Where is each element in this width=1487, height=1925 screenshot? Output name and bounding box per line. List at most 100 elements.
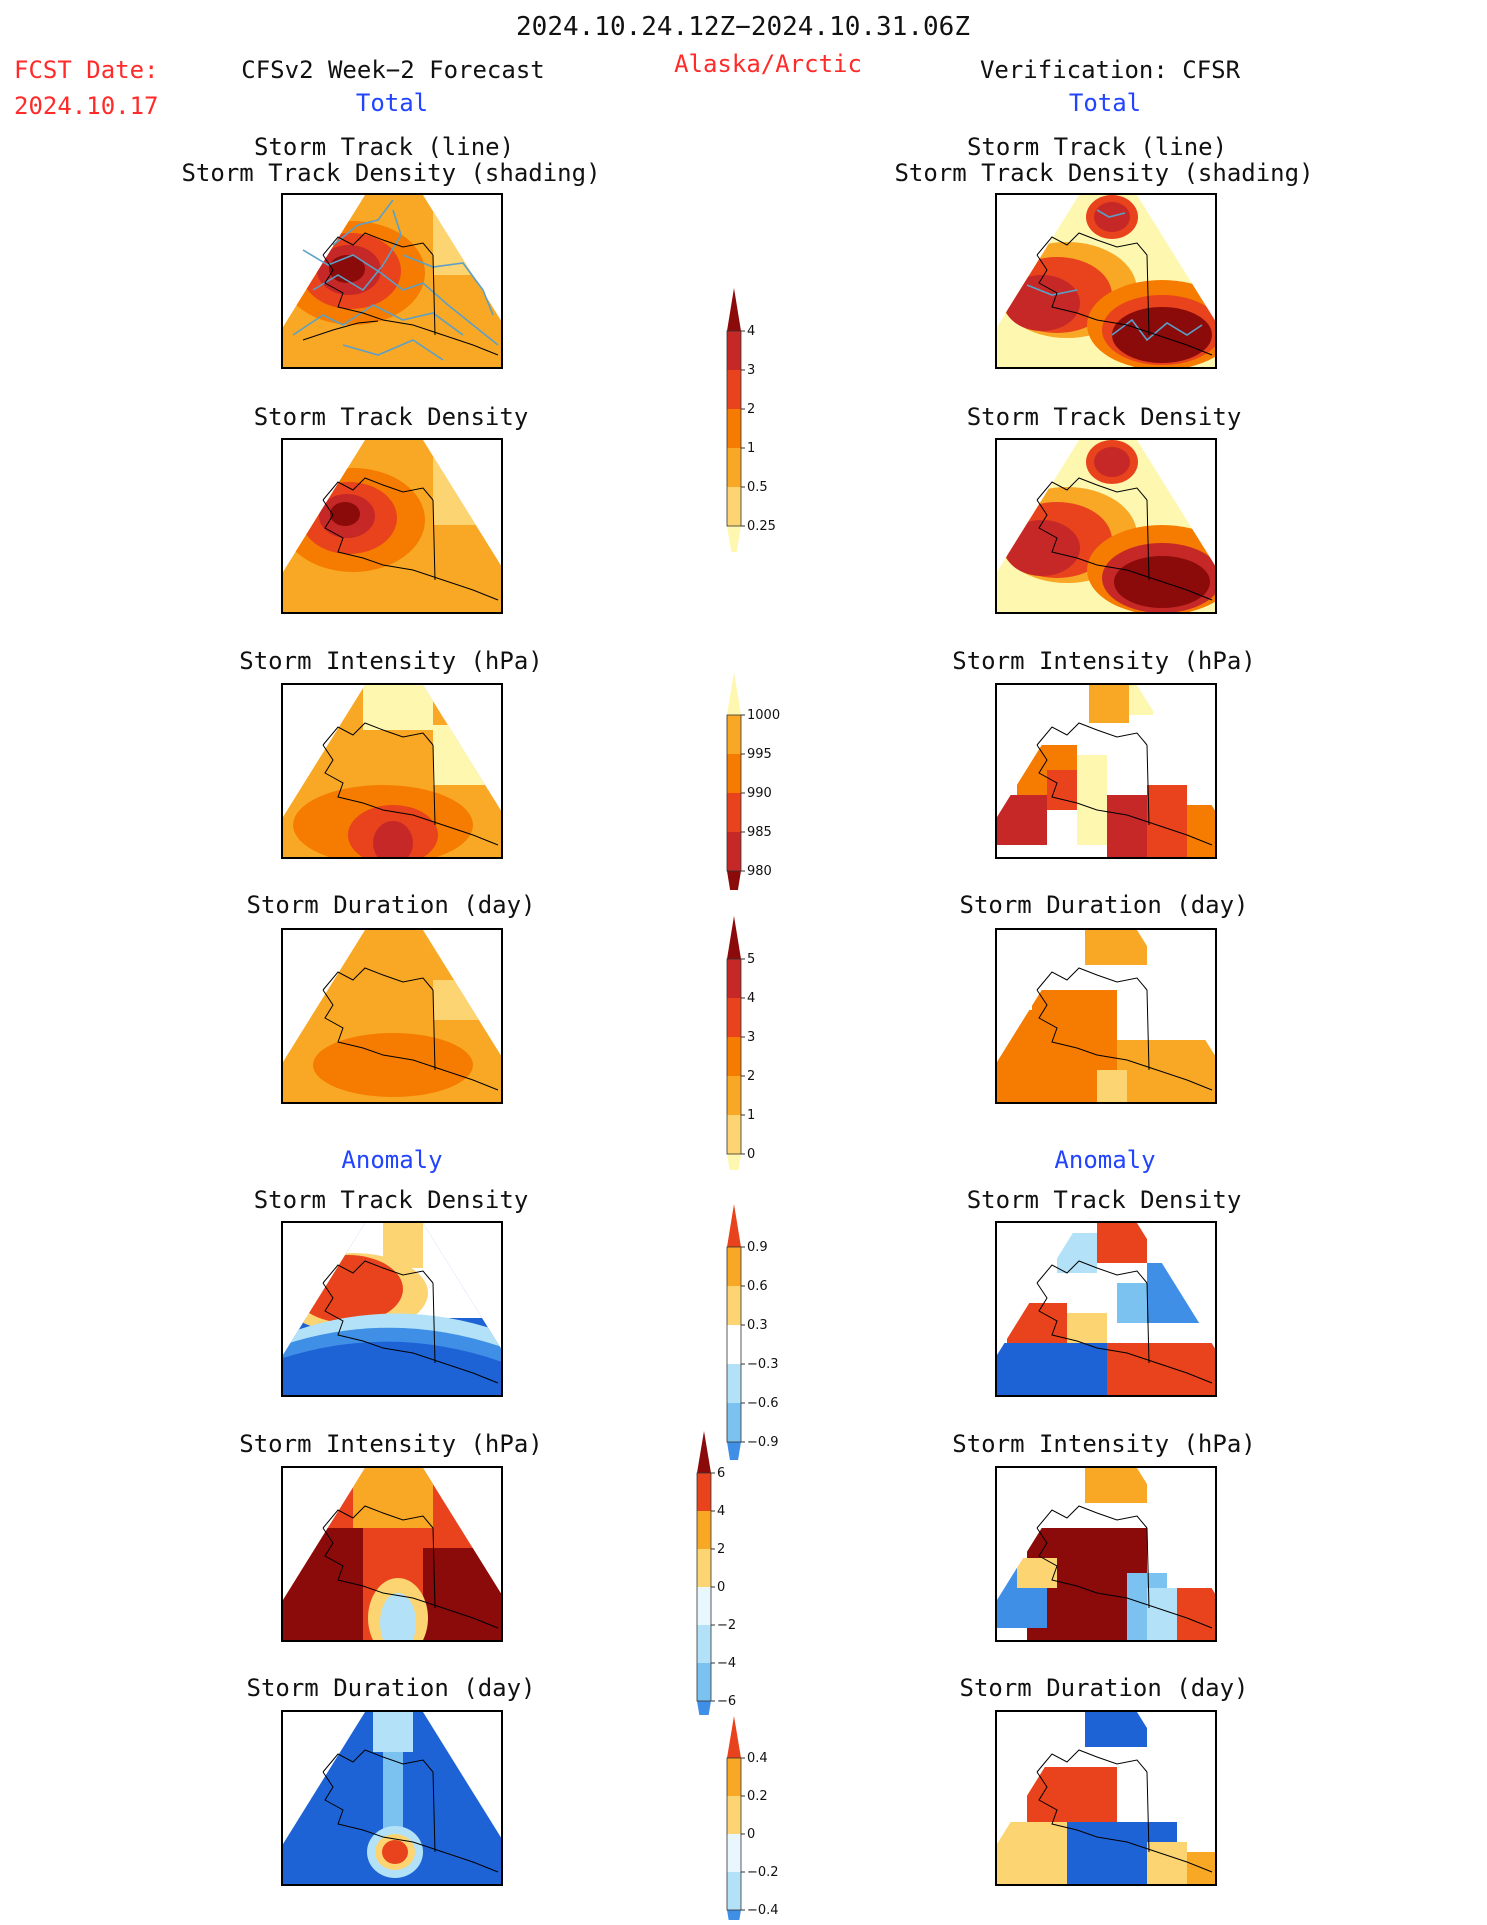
title-right-anom-duration: Storm Duration (day) (959, 1674, 1249, 1702)
colorbar-segment (727, 1154, 741, 1170)
colorbar-tick-label: 4 (747, 991, 755, 1006)
colorbar-segment (727, 832, 741, 871)
colorbar-tick-label: 990 (747, 786, 772, 801)
colorbar-intensity: 1000 995 990 985 980 (726, 672, 780, 890)
colorbar-tick-label: −0.4 (747, 1903, 779, 1918)
fcst-date: 2024.10.17 (14, 92, 159, 120)
colorbar-segment (727, 409, 741, 448)
colorbar-tick-label: −0.2 (747, 1865, 779, 1880)
colorbar-tick-label: −2 (717, 1618, 736, 1633)
title-right-anom-intensity: Storm Intensity (hPa) (952, 1430, 1256, 1458)
colorbar-segment (727, 448, 741, 487)
title-right-density: Storm Track Density (966, 403, 1242, 431)
colorbar-segment (727, 715, 741, 754)
colorbar-segment (727, 672, 741, 715)
title-left-anom-intensity: Storm Intensity (hPa) (239, 1430, 543, 1458)
title-left-intensity: Storm Intensity (hPa) (239, 647, 543, 675)
colorbar-segment (727, 998, 741, 1037)
map-right-anom-duration (995, 1710, 1217, 1886)
map-right-intensity (995, 683, 1217, 859)
colorbar-segment (697, 1473, 711, 1511)
colorbar-density: 4 3 2 1 0.5 0.25 (726, 288, 776, 552)
colorbar-segment (727, 1364, 741, 1403)
colorbar-tick-label: 3 (747, 1030, 755, 1045)
colorbar-segment (697, 1663, 711, 1701)
title-left-anom-density: Storm Track Density (253, 1186, 529, 1214)
colorbar-tick-label: 0 (747, 1827, 755, 1842)
colorbar-tick-label: 980 (747, 864, 772, 879)
colorbar-segment (727, 1037, 741, 1076)
colorbar-segment (727, 1115, 741, 1154)
total-label-right: Total (1068, 89, 1142, 117)
colorbar-segment (727, 331, 741, 370)
colorbar-tick-label: 985 (747, 825, 772, 840)
colorbar-anom-intensity: 6 4 2 0 −2 −4 −6 (696, 1431, 736, 1715)
colorbar-tick-label: 5 (747, 952, 755, 967)
colorbar-segment (727, 1758, 741, 1796)
colorbar-tick-label: −0.9 (747, 1435, 779, 1450)
total-label-left: Total (355, 89, 429, 117)
title-left-duration: Storm Duration (day) (246, 891, 536, 919)
colorbar-segment (727, 754, 741, 793)
colorbar-tick-label: 4 (747, 324, 755, 339)
title-right-duration: Storm Duration (day) (959, 891, 1249, 919)
map-right-duration (995, 928, 1217, 1104)
colorbar-tick-label: −0.6 (747, 1396, 779, 1411)
colorbar-anom-duration: 0.4 0.2 0 −0.2 −0.4 (726, 1716, 779, 1920)
colorbar-segment (697, 1549, 711, 1587)
colorbar-tick-label: 4 (717, 1504, 725, 1519)
map-left-anom-duration (281, 1710, 503, 1886)
title-left-track-density: Storm Track Density (shading) (181, 159, 601, 187)
colorbar-tick-label: 3 (747, 363, 755, 378)
colorbar-outline (726, 1246, 742, 1443)
colorbar-segment (697, 1431, 711, 1473)
colorbar-segment (727, 370, 741, 409)
colorbar-segment (727, 1872, 741, 1910)
colorbar-tick-label: 0 (717, 1580, 725, 1595)
colorbar-tick-label: 0.6 (747, 1279, 768, 1294)
colorbar-segment (727, 288, 741, 331)
colorbar-segment (727, 1796, 741, 1834)
colorbar-tick-label: 0.9 (747, 1240, 768, 1255)
colorbar-segment (727, 1286, 741, 1325)
colorbar-segment (697, 1511, 711, 1549)
colorbar-segment (727, 1247, 741, 1286)
colorbar-segment (697, 1587, 711, 1625)
colorbar-segment (727, 526, 741, 552)
colorbar-segment (727, 916, 741, 959)
colorbar-segment (727, 1076, 741, 1115)
title-left-density: Storm Track Density (253, 403, 529, 431)
anomaly-label-right: Anomaly (1054, 1146, 1156, 1174)
colorbar-segment (727, 1325, 741, 1364)
colorbar-segment (727, 1403, 741, 1442)
map-left-intensity (281, 683, 503, 859)
colorbar-tick-label: 0.5 (747, 480, 768, 495)
colorbar-tick-label: 2 (747, 1069, 755, 1084)
title-left-anom-duration: Storm Duration (day) (246, 1674, 536, 1702)
map-left-anom-intensity (281, 1466, 503, 1642)
colorbar-tick-label: −6 (717, 1694, 736, 1709)
map-right-storm-track (995, 193, 1217, 369)
colorbar-segment (727, 1716, 741, 1758)
colorbar-segment (727, 1204, 741, 1247)
colorbar-outline (726, 958, 742, 1155)
colorbar-anom-density: 0.9 0.6 0.3 −0.3 −0.6 −0.9 (726, 1204, 779, 1460)
map-left-duration (281, 928, 503, 1104)
colorbar-segment (727, 1442, 741, 1460)
colorbar-segment (727, 793, 741, 832)
map-right-anom-intensity (995, 1466, 1217, 1642)
region-label: Alaska/Arctic (674, 50, 862, 78)
colorbar-tick-label: 1 (747, 441, 755, 456)
colorbar-tick-label: 2 (747, 402, 755, 417)
colorbar-tick-label: 1000 (747, 708, 780, 723)
colorbar-outline (726, 330, 742, 527)
colorbar-segment (727, 487, 741, 526)
colorbar-segment (727, 1910, 741, 1920)
colorbar-tick-label: 1 (747, 1108, 755, 1123)
fcst-date-label: FCST Date: (14, 56, 159, 84)
colorbar-tick-label: 995 (747, 747, 772, 762)
title-right-intensity: Storm Intensity (hPa) (952, 647, 1256, 675)
colorbar-segment (727, 871, 741, 890)
map-left-storm-track (281, 193, 503, 369)
verification-title: Verification: CFSR (979, 56, 1241, 84)
